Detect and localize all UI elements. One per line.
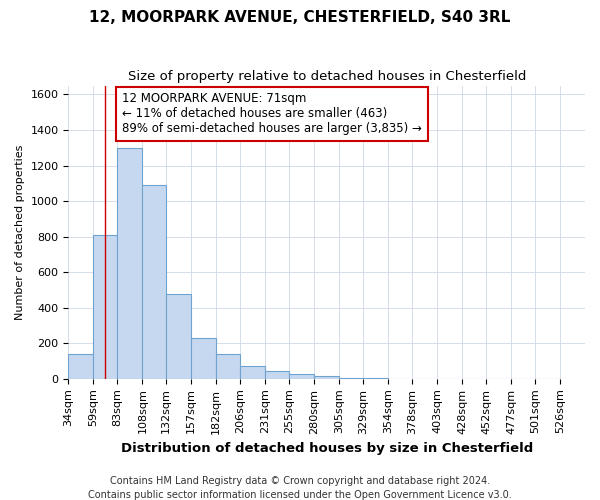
Text: Contains HM Land Registry data © Crown copyright and database right 2024.
Contai: Contains HM Land Registry data © Crown c… (88, 476, 512, 500)
Text: 12 MOORPARK AVENUE: 71sqm
← 11% of detached houses are smaller (463)
89% of semi: 12 MOORPARK AVENUE: 71sqm ← 11% of detac… (122, 92, 422, 136)
Bar (166, 294, 191, 379)
Bar (94, 235, 118, 379)
Title: Size of property relative to detached houses in Chesterfield: Size of property relative to detached ho… (128, 70, 526, 83)
Bar (363, 378, 388, 379)
Bar (118, 148, 142, 379)
Bar (68, 354, 94, 379)
Y-axis label: Number of detached properties: Number of detached properties (15, 144, 25, 320)
Bar (240, 366, 265, 379)
Bar (142, 185, 166, 379)
X-axis label: Distribution of detached houses by size in Chesterfield: Distribution of detached houses by size … (121, 442, 533, 455)
Bar (289, 374, 314, 379)
Bar (216, 354, 240, 379)
Bar (314, 376, 339, 379)
Bar (339, 378, 363, 379)
Bar (191, 338, 216, 379)
Bar (265, 371, 289, 379)
Text: 12, MOORPARK AVENUE, CHESTERFIELD, S40 3RL: 12, MOORPARK AVENUE, CHESTERFIELD, S40 3… (89, 10, 511, 25)
